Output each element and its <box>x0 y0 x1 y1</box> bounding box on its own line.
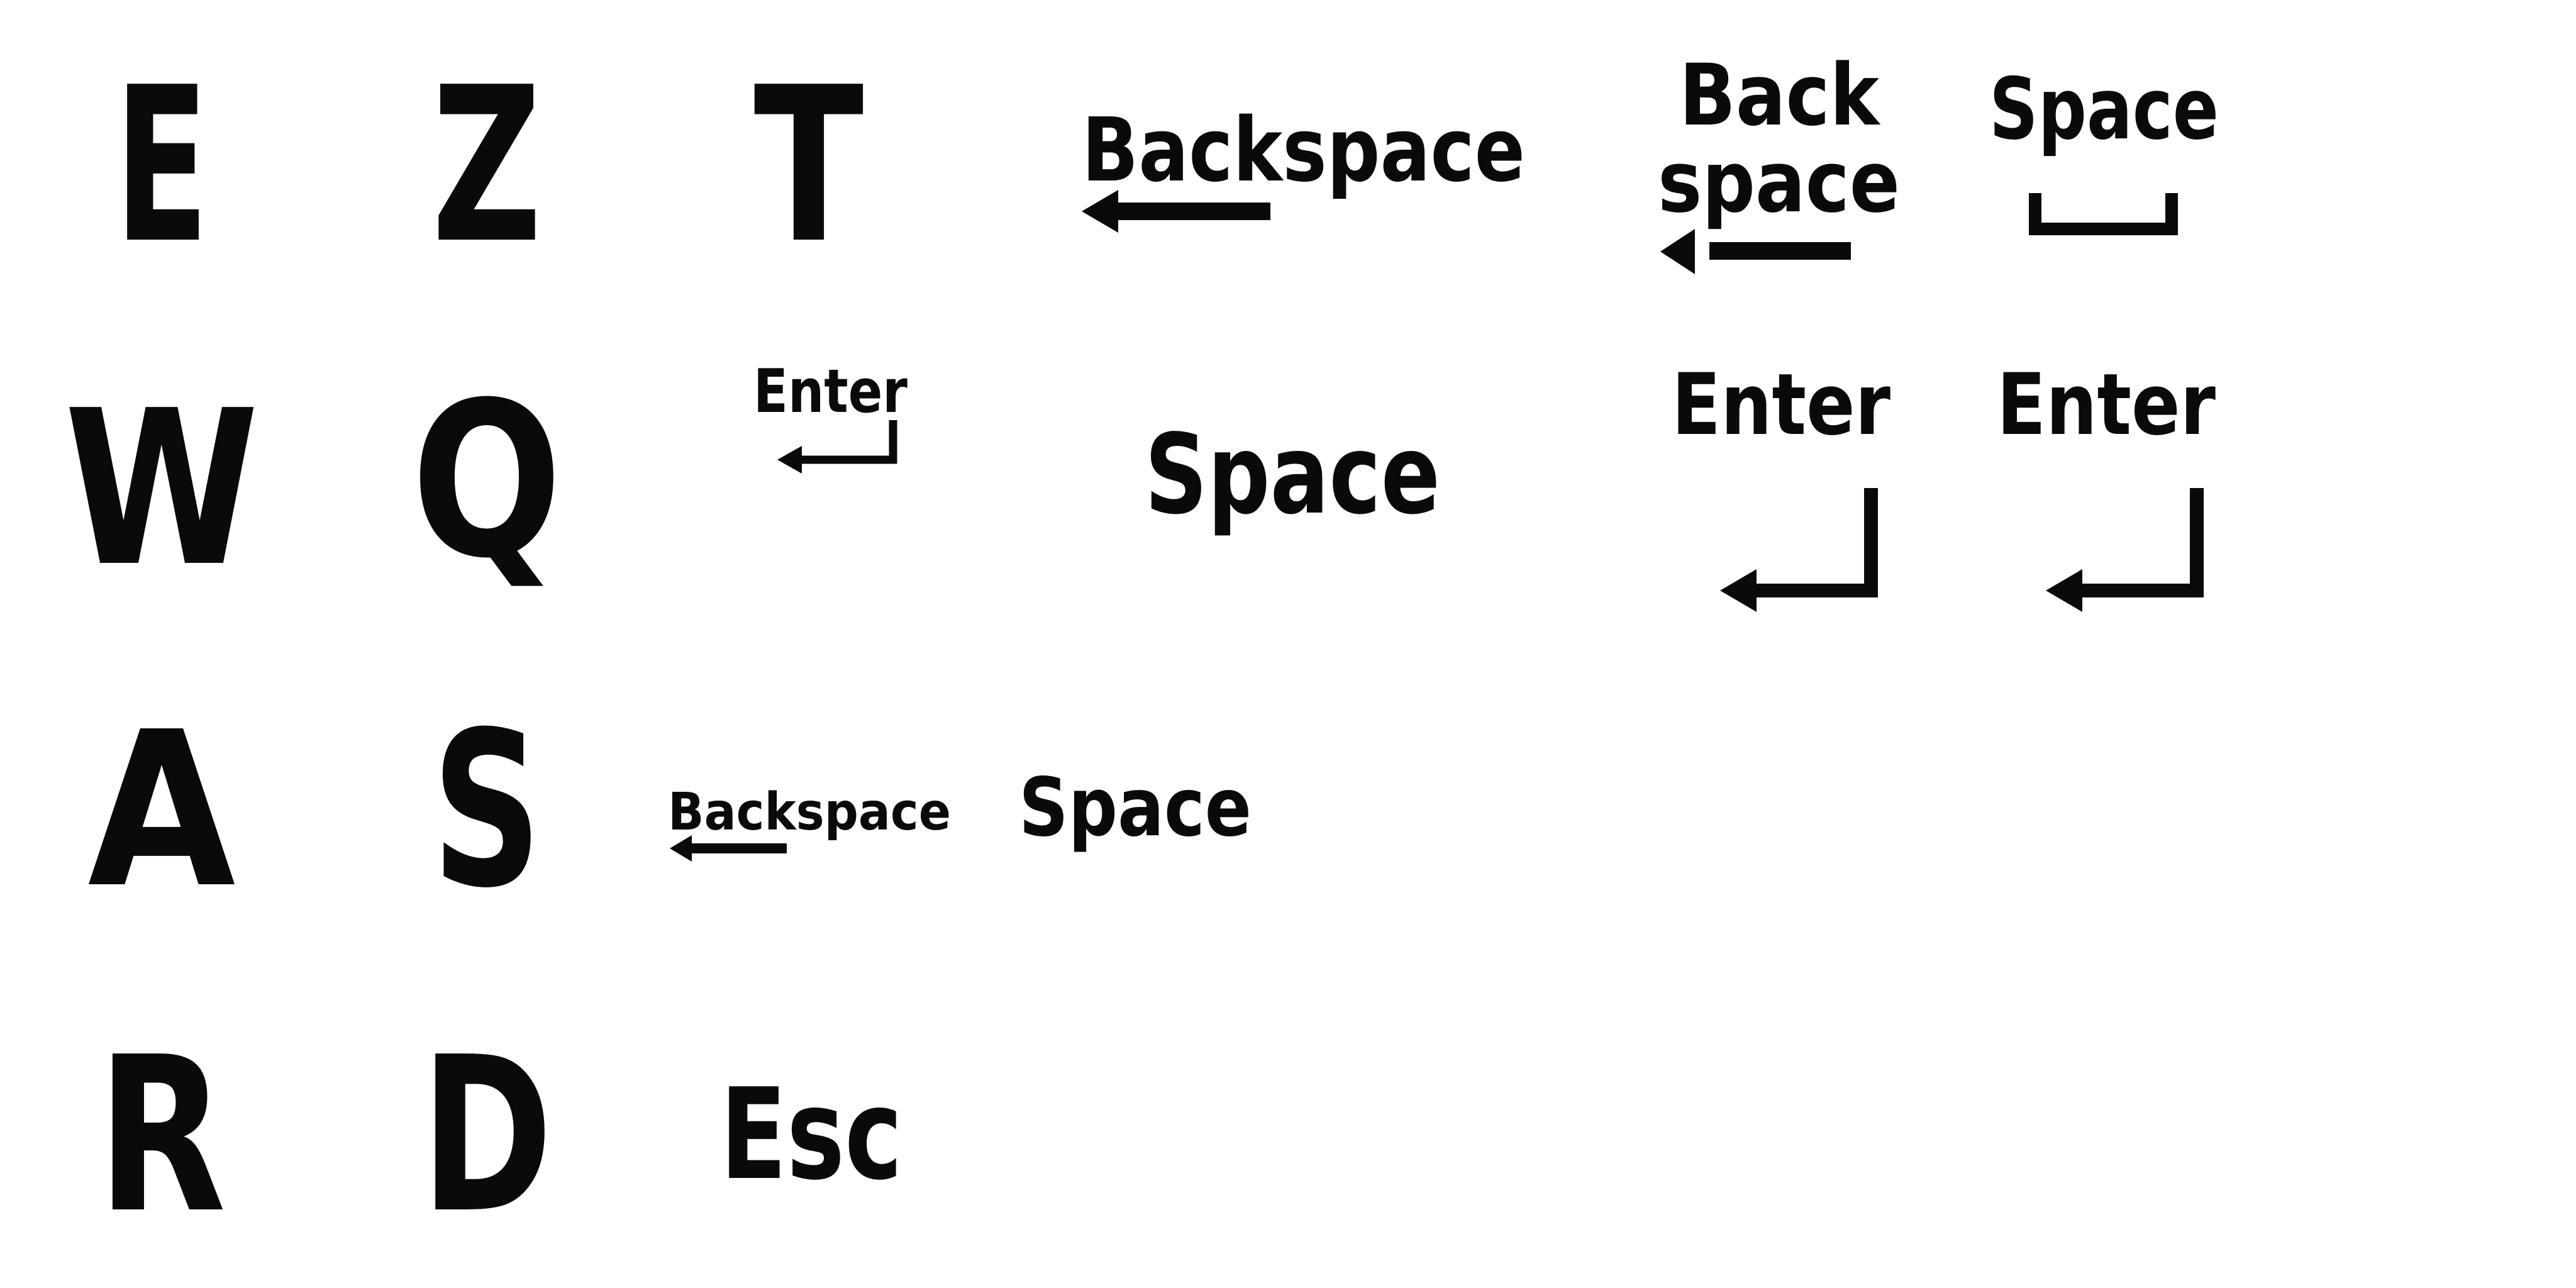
enter-label: Enter <box>1672 355 1890 454</box>
space-bracket-icon <box>2029 193 2178 235</box>
letter-d: D <box>421 1011 553 1260</box>
space-key-large: Space <box>1145 411 1440 539</box>
space-key-medium: Space <box>1019 761 1252 855</box>
backspace-label-bottom: space <box>1658 133 1900 231</box>
enter-return-arrow-icon <box>1720 488 1878 612</box>
enter-return-arrow-icon <box>2046 488 2204 612</box>
backspace-label: Backspace <box>668 782 951 842</box>
space-label: Space <box>1989 60 2219 158</box>
esc-key: Esc <box>720 1062 902 1208</box>
left-arrow-icon <box>1082 190 1270 233</box>
space-key-bracket: Space <box>1989 60 2219 235</box>
letter-a: A <box>88 686 237 935</box>
backspace-key-wide: Backspace <box>1082 99 1525 233</box>
backspace-key-stacked: Back space <box>1658 46 1900 274</box>
enter-key-large-2: Enter <box>1997 355 2216 612</box>
left-arrow-icon <box>1660 229 1851 274</box>
enter-key-large-1: Enter <box>1672 355 1890 612</box>
backspace-key-small: Backspace <box>668 782 951 862</box>
letter-w: W <box>64 365 259 614</box>
enter-return-arrow-icon <box>777 420 897 474</box>
letter-e: E <box>114 42 209 291</box>
backspace-label-top: Back <box>1679 46 1881 145</box>
letter-z: Z <box>432 42 542 291</box>
letter-s: S <box>432 686 542 935</box>
left-arrow-icon <box>670 835 787 862</box>
letter-t: T <box>754 42 865 291</box>
enter-label: Enter <box>753 357 908 426</box>
letter-q: Q <box>411 357 562 606</box>
enter-label: Enter <box>1997 355 2216 454</box>
backspace-label: Backspace <box>1082 99 1525 202</box>
letter-r: R <box>97 1011 226 1260</box>
enter-key-small: Enter <box>753 357 908 474</box>
